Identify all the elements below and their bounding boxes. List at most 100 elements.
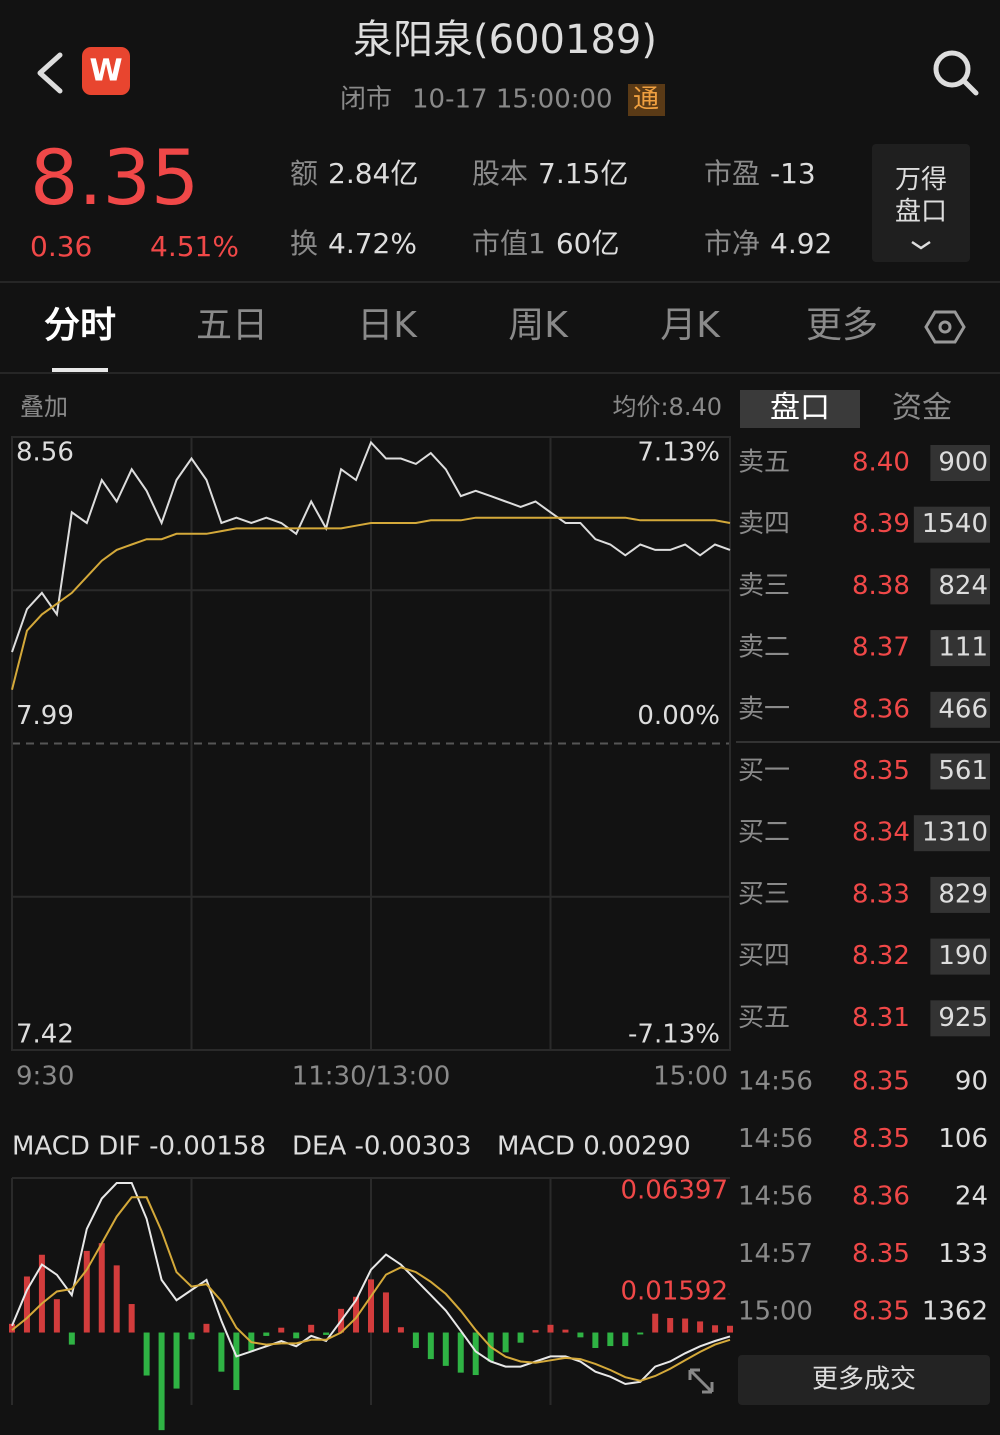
trade-time: 15:00 — [738, 1297, 813, 1327]
trade-time: 14:56 — [738, 1124, 813, 1154]
trade-time: 14:56 — [738, 1067, 813, 1097]
panel-tab[interactable]: 资金 — [892, 391, 952, 426]
macd-bar — [457, 1332, 464, 1373]
macd-bar — [592, 1332, 599, 1348]
macd-bar — [727, 1325, 733, 1333]
book-label: 买三 — [738, 879, 790, 909]
macd-bar — [23, 1276, 30, 1333]
book-volume: 561 — [938, 756, 988, 786]
logo: W — [89, 54, 122, 89]
book-price: 8.35 — [852, 756, 910, 786]
trade-volume: 1362 — [922, 1297, 988, 1327]
series-line — [11, 1196, 731, 1382]
expand-button[interactable] — [688, 1368, 714, 1394]
trade-time: 14:57 — [738, 1239, 813, 1269]
book-volume: 925 — [938, 1003, 988, 1033]
macd-bar — [98, 1243, 105, 1333]
stat-value: 4.72% — [328, 227, 417, 260]
macd-bar — [353, 1296, 360, 1333]
macd-bar — [502, 1332, 509, 1353]
trade-price: 8.35 — [852, 1239, 910, 1269]
book-volume: 111 — [938, 633, 988, 663]
panel-tab-active — [740, 390, 860, 428]
series-line — [11, 516, 731, 690]
book-volume-bg — [930, 630, 990, 667]
overlay-button[interactable]: 叠加 — [20, 393, 68, 421]
macd-bar — [9, 1323, 15, 1333]
badge-bg — [628, 84, 665, 116]
panel-tab[interactable]: 盘口 — [770, 391, 830, 426]
book-label: 买四 — [738, 941, 790, 971]
book-label: 买二 — [738, 818, 790, 848]
more-trades-button[interactable] — [738, 1355, 990, 1405]
tab[interactable]: 五日 — [196, 305, 268, 346]
legend-label: MACD DIF -0.00158 — [12, 1132, 266, 1162]
x-tick-label: 11:30/13:00 — [292, 1062, 451, 1092]
book-label: 卖五 — [738, 448, 790, 478]
macd-bar — [622, 1332, 629, 1347]
stat-value: -13 — [770, 157, 816, 190]
tab[interactable]: 日K — [357, 305, 418, 346]
change: 0.36 — [30, 230, 92, 263]
stat-value: 2.84亿 — [328, 157, 418, 190]
trade-price: 8.35 — [852, 1067, 910, 1097]
macd-bar — [697, 1321, 704, 1333]
tab[interactable]: 周K — [508, 305, 569, 346]
macd-bar — [562, 1329, 569, 1333]
macd-bar — [652, 1313, 659, 1333]
book-price: 8.38 — [852, 571, 910, 601]
book-price: 8.40 — [852, 448, 910, 478]
stat-label: 市净 — [704, 227, 760, 260]
book-volume: 190 — [938, 941, 988, 971]
y-tick-label: 0.01592 — [620, 1277, 728, 1307]
chevron — [911, 240, 931, 250]
book-price: 8.32 — [852, 941, 910, 971]
macd-bar — [577, 1332, 584, 1338]
book-volume-bg — [930, 568, 990, 605]
trade-volume: 24 — [955, 1182, 988, 1212]
macd-bar — [83, 1250, 90, 1333]
trade-price: 8.36 — [852, 1182, 910, 1212]
book-volume: 1310 — [922, 818, 988, 848]
book-volume-bg — [930, 445, 990, 481]
macd-bar — [188, 1332, 195, 1340]
x-tick-label: 15:00 — [653, 1062, 728, 1092]
quote-button[interactable] — [872, 144, 970, 262]
search-button[interactable] — [933, 50, 979, 96]
book-volume-bg — [930, 691, 990, 728]
trade-volume: 106 — [938, 1124, 988, 1154]
title: 泉阳泉(600189) — [353, 17, 657, 63]
book-label: 卖一 — [738, 694, 790, 724]
macd-bar — [233, 1332, 240, 1391]
tab[interactable]: 分时 — [44, 305, 116, 346]
stat-label: 换 — [290, 227, 318, 260]
book-volume: 824 — [938, 571, 988, 601]
series-line — [11, 440, 731, 653]
legend-label: DEA -0.00303 — [292, 1132, 471, 1162]
y-tick-label: 8.56 — [16, 438, 74, 468]
y-tick-label: 7.42 — [16, 1020, 74, 1050]
book-price: 8.33 — [852, 879, 910, 909]
macd-bar — [667, 1318, 674, 1333]
macd-bar — [128, 1304, 135, 1333]
settings-button[interactable] — [924, 310, 966, 344]
status: 闭市 — [340, 85, 392, 115]
macd-bar — [278, 1327, 285, 1333]
tab[interactable]: 更多 — [806, 305, 878, 346]
tab[interactable]: 月K — [660, 305, 721, 346]
macd-bar — [607, 1332, 614, 1347]
macd-bar — [637, 1332, 644, 1335]
book-label: 买一 — [738, 756, 790, 786]
macd-bar — [472, 1332, 479, 1376]
macd-bar — [263, 1332, 270, 1336]
back-button[interactable] — [37, 52, 63, 94]
macd-bar — [532, 1330, 539, 1333]
avg-price: 均价:8.40 — [612, 393, 722, 421]
y2-tick-label: -7.13% — [628, 1020, 720, 1050]
more-trades: 更多成交 — [812, 1365, 916, 1395]
book-volume-bg — [913, 815, 990, 852]
badge: 通 — [633, 85, 659, 115]
book-label: 买五 — [738, 1003, 790, 1033]
